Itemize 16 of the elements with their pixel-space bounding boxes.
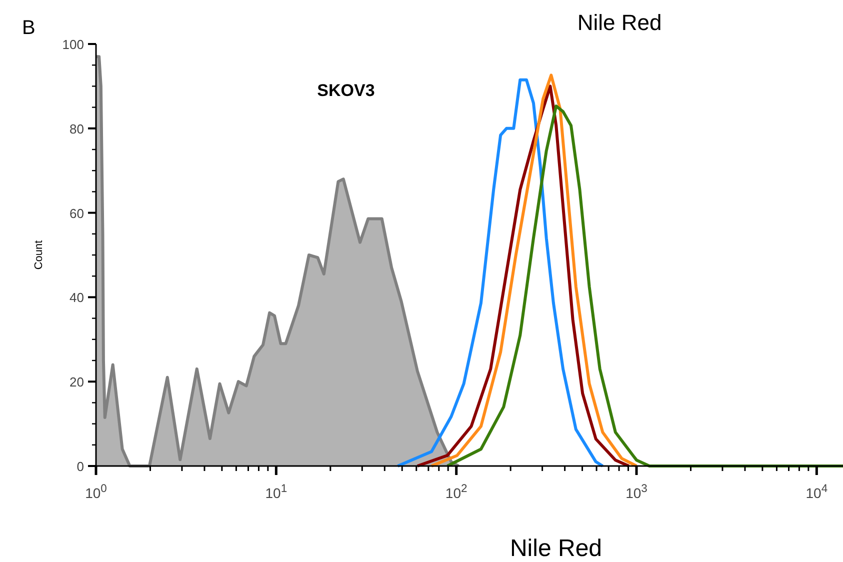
y-tick-label: 20 [70, 374, 84, 390]
x-axis-title: Nile Red [510, 535, 602, 562]
x-tick-label: 10$^{1}$ [265, 483, 288, 501]
x-tick-label: 10$^{4}$ [806, 483, 828, 501]
chart-title: Nile Red [577, 10, 662, 35]
y-tick-label: 40 [70, 290, 84, 306]
annotation: SKOV3 [317, 81, 375, 100]
y-tick-label: 60 [70, 206, 84, 221]
y-axis-title: Count [33, 240, 45, 270]
x-tick-label: 10$^{2}$ [445, 483, 468, 501]
x-tick-label: 10$^{3}$ [626, 483, 648, 501]
y-tick-label: 80 [70, 121, 84, 136]
text: B [22, 17, 36, 39]
x-tick-label: 10$^{0}$ [85, 483, 107, 501]
y-tick-label: 100 [62, 37, 84, 52]
y-tick-label: 0 [76, 459, 84, 474]
